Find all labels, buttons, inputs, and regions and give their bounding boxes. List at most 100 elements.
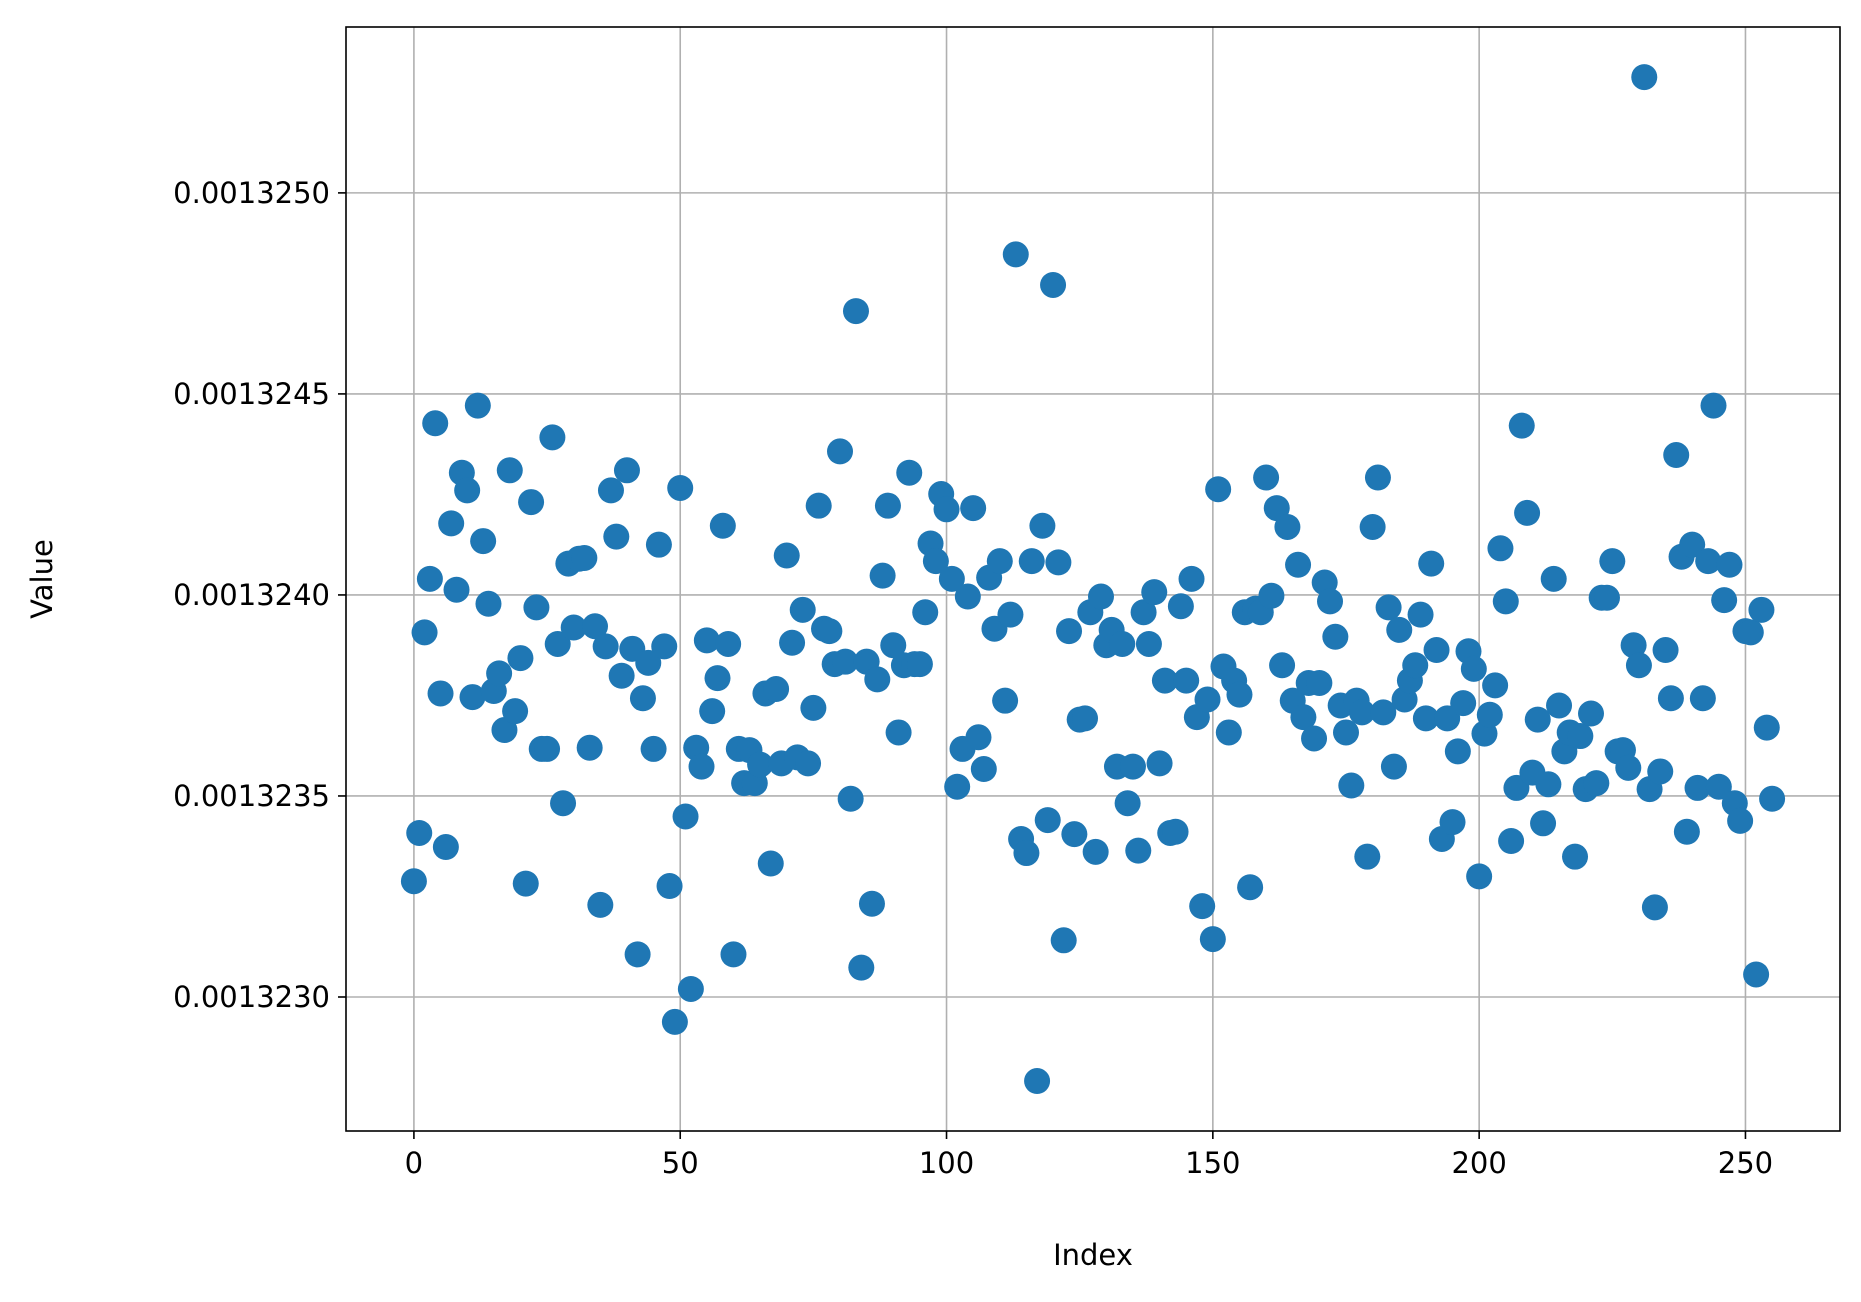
y-tick-label: 0.0013235 (173, 779, 330, 813)
point (1199, 926, 1226, 953)
point (677, 975, 704, 1002)
point (587, 891, 614, 918)
point (1412, 705, 1439, 732)
point (747, 751, 774, 778)
point (624, 941, 651, 968)
point (571, 544, 598, 571)
point (1072, 705, 1099, 732)
point (1285, 551, 1312, 578)
point (656, 873, 683, 900)
point (1689, 685, 1716, 712)
y-axis-label: Value (25, 539, 59, 619)
point (1593, 584, 1620, 611)
point (805, 492, 832, 519)
point (1743, 961, 1770, 988)
point (1759, 785, 1786, 812)
point (582, 613, 608, 640)
point (1269, 652, 1296, 679)
point (880, 632, 907, 659)
point (1034, 807, 1061, 834)
point (816, 618, 843, 645)
point (1114, 790, 1141, 817)
point (1444, 738, 1471, 765)
point (1082, 838, 1109, 865)
point (1002, 241, 1029, 268)
point (443, 576, 470, 603)
point (869, 562, 896, 589)
point (1130, 599, 1157, 626)
point (1631, 64, 1658, 91)
point (922, 548, 949, 575)
point (1530, 810, 1557, 837)
point (763, 676, 790, 703)
point (1364, 464, 1391, 491)
point (1450, 690, 1477, 717)
point (1514, 499, 1541, 526)
point (416, 565, 443, 592)
point (645, 531, 672, 558)
point (1109, 630, 1136, 657)
point (560, 614, 587, 641)
point (1162, 818, 1189, 845)
point (1205, 476, 1232, 503)
point (885, 719, 912, 746)
point (715, 630, 742, 657)
point (1151, 667, 1178, 694)
point (1173, 667, 1200, 694)
point (454, 477, 481, 504)
point (1652, 637, 1679, 664)
point (1748, 596, 1775, 623)
x-tick-label: 250 (1718, 1146, 1773, 1180)
point (795, 750, 822, 777)
point (1535, 771, 1562, 798)
point (1348, 699, 1375, 726)
point (1125, 837, 1152, 864)
point (827, 438, 854, 465)
point (1056, 618, 1083, 645)
point (597, 477, 624, 504)
point (1237, 874, 1264, 901)
point (1705, 773, 1732, 800)
point (858, 890, 885, 917)
point (576, 734, 603, 761)
point (613, 457, 640, 484)
point (1625, 652, 1652, 679)
point (502, 698, 529, 725)
point (912, 599, 939, 626)
point (1546, 692, 1573, 719)
point (507, 645, 534, 672)
point (1647, 758, 1674, 785)
point (608, 662, 635, 689)
point (1018, 548, 1045, 575)
point (906, 651, 933, 678)
point (933, 496, 960, 523)
point (1482, 672, 1509, 699)
point (1087, 583, 1114, 610)
point (1024, 1068, 1051, 1095)
point (709, 512, 736, 539)
point (635, 649, 662, 676)
point (1040, 271, 1067, 298)
point (837, 785, 864, 812)
point (1332, 719, 1359, 746)
point (1684, 774, 1711, 801)
point (1141, 579, 1168, 606)
point (661, 1008, 688, 1035)
point (1380, 753, 1407, 780)
point (800, 694, 827, 721)
point (1657, 685, 1684, 712)
point (539, 424, 566, 451)
point (789, 596, 816, 623)
point (1194, 686, 1221, 713)
point (544, 630, 571, 657)
point (1050, 927, 1077, 954)
point (1641, 894, 1668, 921)
point (896, 459, 923, 486)
point (1370, 699, 1397, 726)
point (960, 495, 987, 522)
point (832, 648, 859, 675)
point (640, 735, 667, 762)
point (518, 489, 545, 516)
point (997, 601, 1024, 628)
